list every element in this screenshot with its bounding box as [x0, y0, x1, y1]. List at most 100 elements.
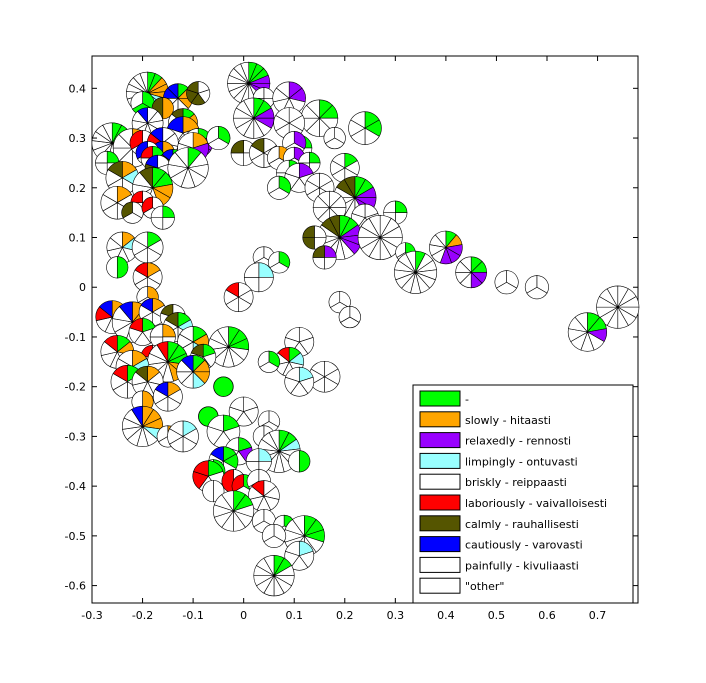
pie-glyph [213, 376, 234, 397]
pie-slice [186, 81, 199, 94]
x-tick-label: 0.3 [387, 609, 405, 622]
pie-glyph [106, 256, 129, 279]
pie-slice [98, 300, 113, 318]
axes: -0.3 -0.2 -0.1 0 0.1 0.2 0.3 0.4 0.5 0.6 0.70.40.3… [65, 56, 638, 622]
pie-slice [106, 256, 118, 279]
pie-slice [243, 262, 260, 278]
pie-slice [139, 71, 148, 94]
pie-glyph [288, 450, 311, 473]
pie-slice [131, 405, 143, 428]
pie-slice [116, 256, 129, 279]
legend-item: briskly - reippaasti [419, 473, 567, 490]
pie-slice [288, 450, 300, 473]
pie-glyph [167, 420, 199, 453]
legend-label: calmly - rauhallisesti [465, 518, 579, 531]
pie-slice [150, 205, 164, 218]
legend-label: laboriously - vaivalloisesti [465, 497, 607, 510]
pie-slice [213, 376, 234, 397]
pie-slice [298, 450, 311, 473]
pie-slice [207, 414, 224, 432]
pie-slice [338, 306, 351, 323]
y-tick-label: -0.6 [65, 580, 86, 593]
pie-slice [141, 196, 153, 214]
pie-slice [130, 91, 143, 110]
x-tick-label: -0.2 [132, 609, 153, 622]
y-tick-label: -0.3 [65, 430, 86, 443]
pie-slice [177, 132, 194, 149]
pie-glyph [206, 126, 231, 150]
legend-item: relaxedly - rennosti [419, 432, 571, 449]
pie-slice [145, 154, 159, 169]
pie-slice [298, 151, 310, 164]
pie-slice [140, 145, 153, 159]
pie-slice [190, 343, 204, 358]
pie-glyph [243, 262, 274, 293]
pie-glyph [308, 360, 341, 393]
legend-label: briskly - reippaasti [465, 476, 567, 489]
pie-glyph [429, 230, 463, 265]
pie-slice [217, 326, 229, 348]
pie-glyph [223, 282, 254, 313]
legend-label: slowly - hitaasti [465, 414, 551, 427]
legend-item: laboriously - vaivalloisesti [419, 494, 607, 511]
pie-glyph [267, 175, 292, 200]
pie-slice [285, 366, 300, 383]
y-tick-label: -0.4 [65, 480, 86, 493]
pie-slice [225, 282, 239, 298]
pie-slice [135, 365, 148, 383]
pie-glyph [122, 405, 164, 448]
pie-slice [207, 137, 229, 150]
pie-glyph [228, 396, 259, 427]
pie-slice [160, 304, 174, 318]
pie-slice [263, 555, 275, 577]
pie-slice [181, 355, 194, 373]
pie-glyph [284, 540, 315, 571]
pie-slice [285, 327, 300, 343]
pie-slice [405, 250, 416, 273]
pie-slice [156, 341, 169, 363]
pie-slice [162, 97, 174, 120]
pie-slice [134, 262, 148, 278]
pie-glyph [284, 366, 315, 397]
x-tick-label: -0.3 [81, 609, 102, 622]
y-tick-label: 0.1 [69, 232, 87, 245]
pie-slice [459, 256, 472, 274]
legend-label: cautiously - varovasti [465, 539, 583, 552]
legend-swatch [419, 536, 461, 553]
pie-glyph [312, 245, 337, 270]
pie-glyph [150, 205, 175, 230]
pie-slice [350, 111, 366, 129]
y-tick-label: 0 [79, 281, 86, 294]
pie-slice [156, 425, 169, 443]
pie-slice [292, 515, 305, 537]
pie-slice [275, 81, 290, 99]
pie-glyph [394, 250, 438, 294]
pie-slice [285, 540, 300, 557]
pie-glyph [253, 555, 295, 597]
legend-swatch [419, 577, 461, 594]
pie-slice [119, 301, 133, 323]
legend-swatch [419, 432, 461, 449]
pie-slice [139, 167, 153, 189]
pie-slice [229, 396, 244, 412]
legend-item: painfully - kivuliaasti [419, 556, 579, 573]
pie-glyph [323, 126, 346, 150]
pie-slice [102, 185, 118, 204]
pie-slice [494, 270, 507, 289]
pie-glyph [251, 508, 276, 533]
pie-slice [140, 298, 153, 313]
pie-slice [323, 126, 335, 144]
pie-slice [122, 212, 143, 224]
pie-glyph [524, 275, 549, 300]
pie-slice [285, 162, 300, 179]
pie-slice [277, 346, 290, 363]
pie-slice [331, 153, 346, 169]
pie-slice [240, 61, 250, 84]
pie-slice [230, 140, 244, 154]
pie-slice [257, 350, 270, 368]
pie-slice [169, 420, 184, 437]
pie-slice [221, 490, 234, 512]
pie-slice [118, 128, 133, 149]
pie-slice [202, 480, 214, 503]
